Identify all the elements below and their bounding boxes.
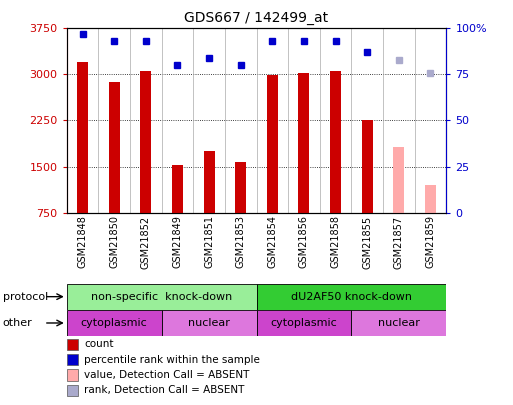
Bar bbox=[67, 310, 162, 336]
Bar bbox=[393, 147, 404, 213]
Text: protocol: protocol bbox=[3, 292, 48, 302]
Bar bbox=[77, 62, 88, 213]
Text: percentile rank within the sample: percentile rank within the sample bbox=[84, 355, 260, 364]
Text: non-specific  knock-down: non-specific knock-down bbox=[91, 292, 232, 302]
Bar bbox=[140, 71, 151, 213]
Text: rank, Detection Call = ABSENT: rank, Detection Call = ABSENT bbox=[84, 386, 245, 395]
Bar bbox=[67, 284, 256, 310]
Bar bbox=[267, 75, 278, 213]
Title: GDS667 / 142499_at: GDS667 / 142499_at bbox=[185, 11, 328, 25]
Bar bbox=[172, 165, 183, 213]
Text: value, Detection Call = ABSENT: value, Detection Call = ABSENT bbox=[84, 370, 249, 380]
Bar bbox=[425, 185, 436, 213]
Bar bbox=[256, 284, 446, 310]
Bar bbox=[351, 310, 446, 336]
Bar bbox=[362, 120, 373, 213]
Bar bbox=[162, 310, 256, 336]
Bar bbox=[109, 82, 120, 213]
Bar bbox=[256, 310, 351, 336]
Text: dU2AF50 knock-down: dU2AF50 knock-down bbox=[291, 292, 412, 302]
Text: nuclear: nuclear bbox=[378, 318, 420, 328]
Text: other: other bbox=[3, 318, 32, 328]
Bar bbox=[330, 71, 341, 213]
Bar bbox=[299, 72, 309, 213]
Text: cytoplasmic: cytoplasmic bbox=[270, 318, 338, 328]
Text: nuclear: nuclear bbox=[188, 318, 230, 328]
Text: cytoplasmic: cytoplasmic bbox=[81, 318, 148, 328]
Text: count: count bbox=[84, 339, 114, 349]
Bar bbox=[204, 151, 214, 213]
Bar bbox=[235, 162, 246, 213]
